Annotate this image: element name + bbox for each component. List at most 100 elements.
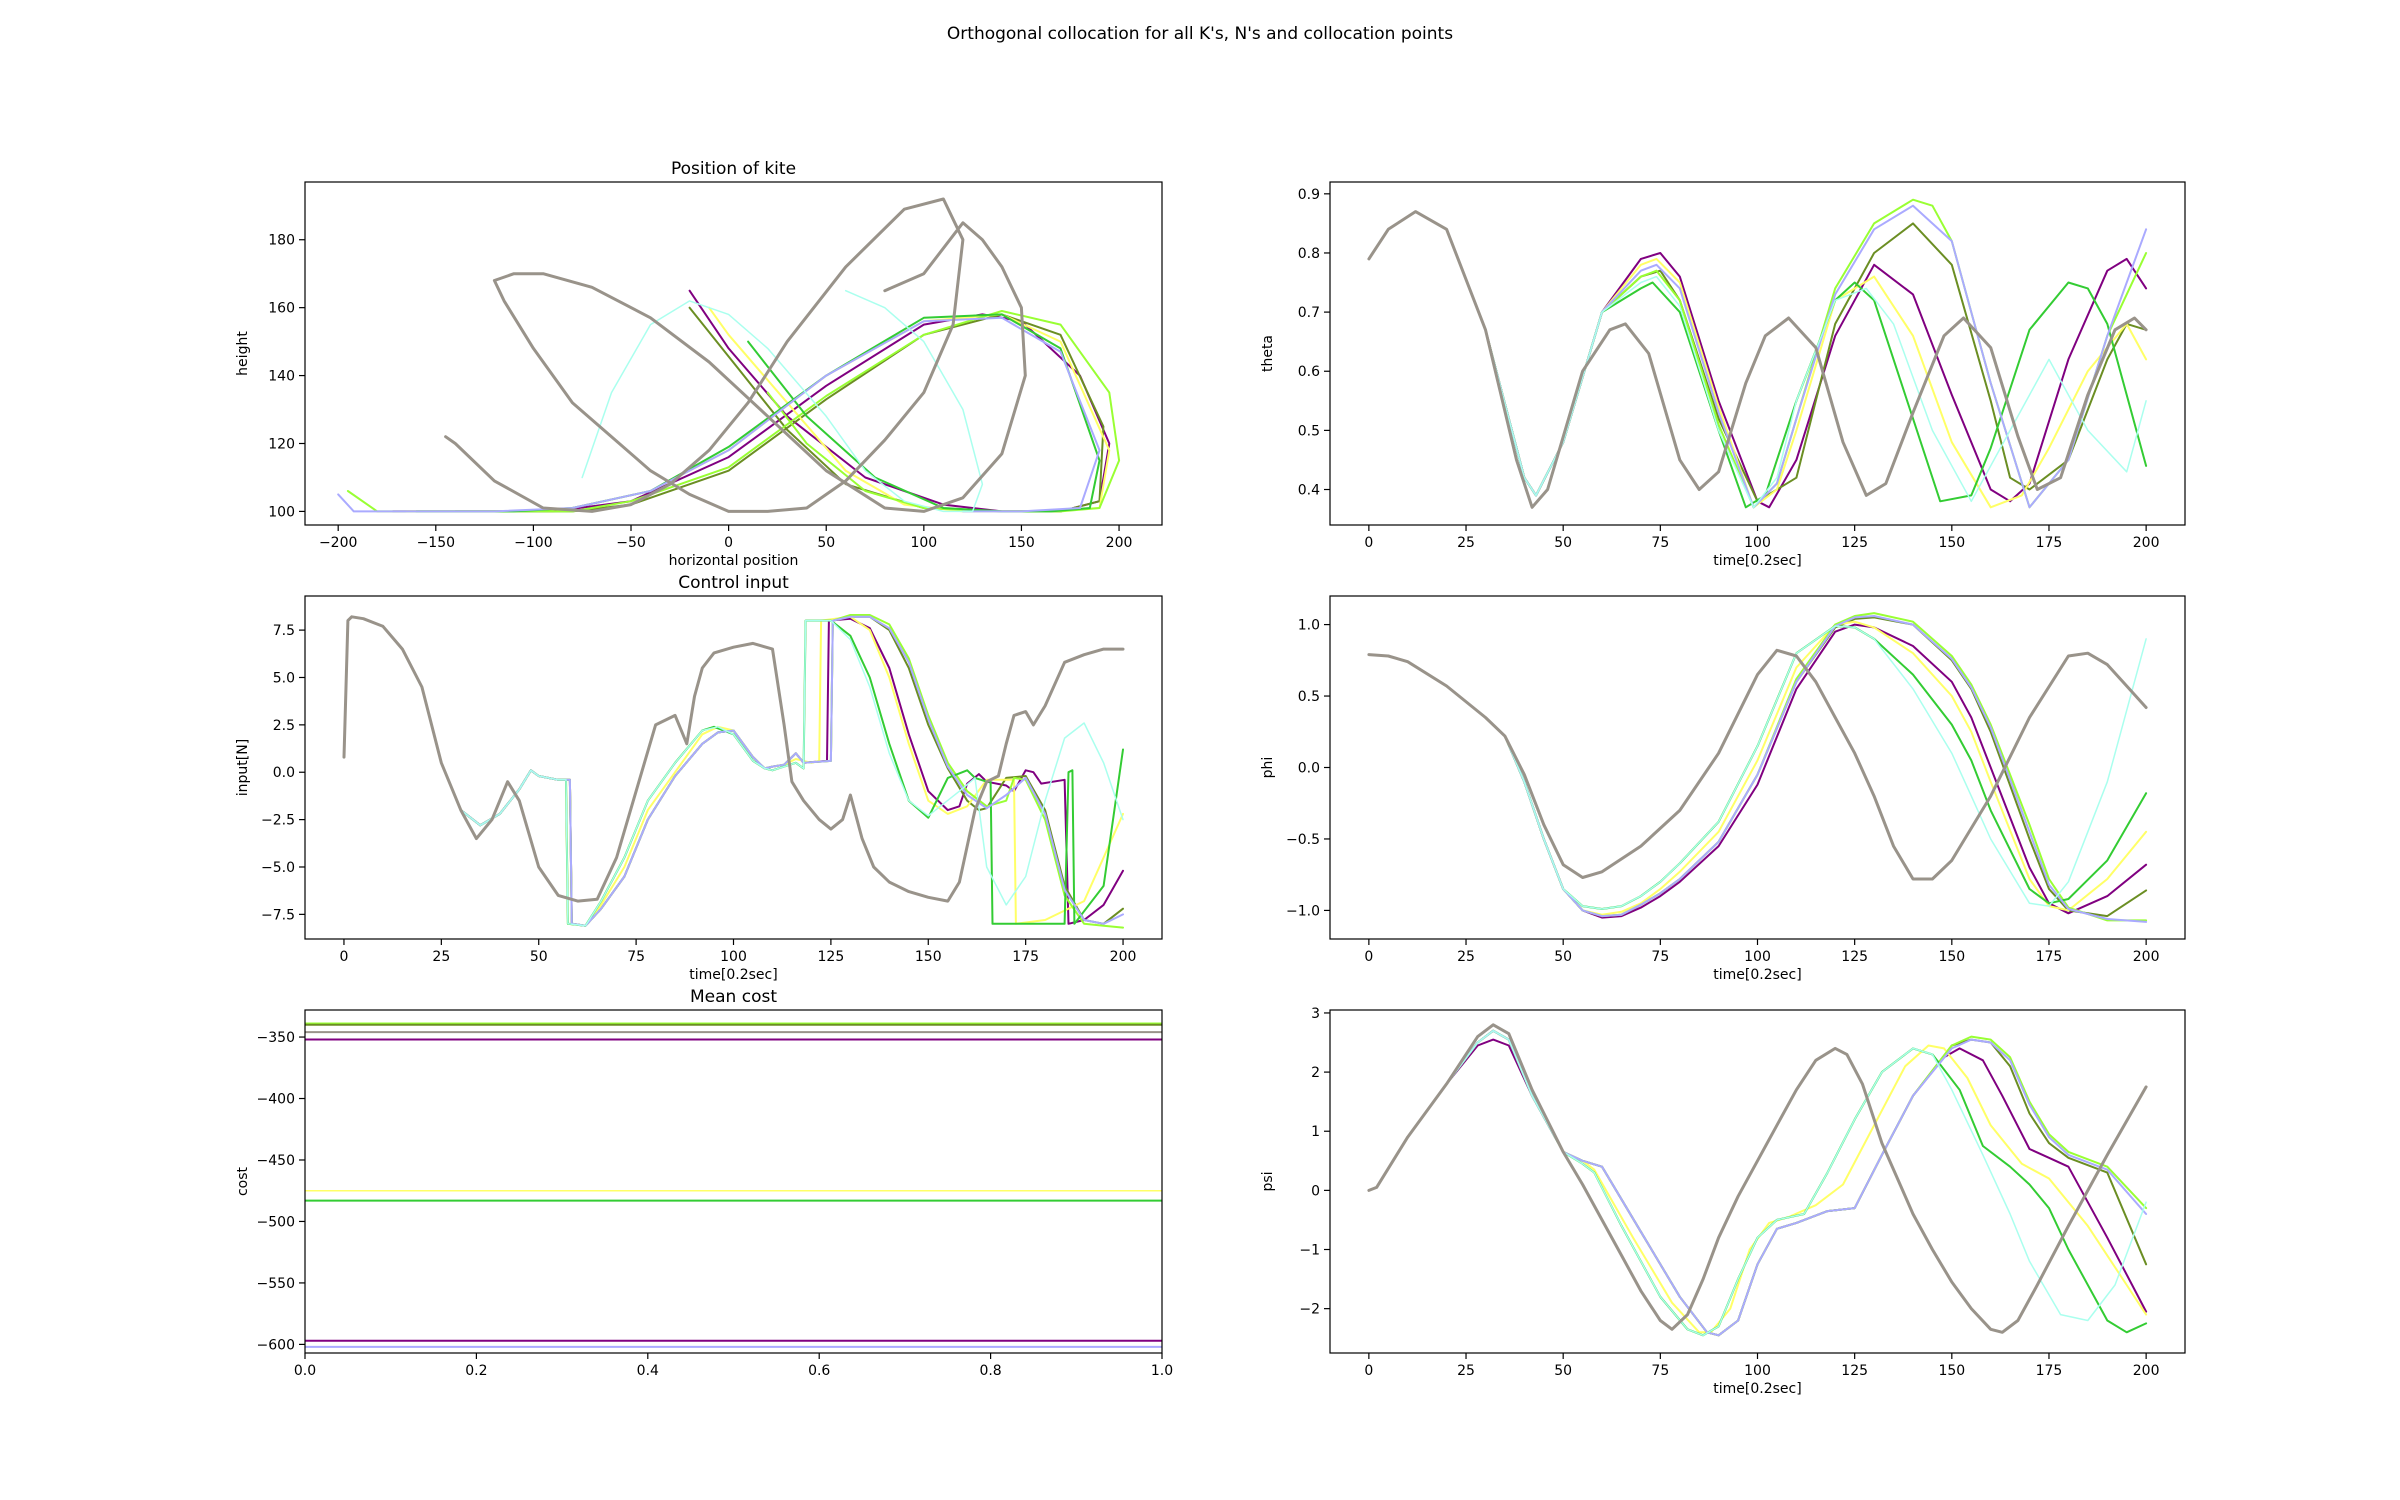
series-line-psi-1 (1367, 1038, 2148, 1337)
series-line-phi-1 (1367, 623, 2148, 919)
y-axis-label: cost (235, 1166, 251, 1196)
y-tick-label: 2.5 (273, 718, 295, 734)
series-line-theta-3 (1367, 210, 2148, 509)
series-line-theta-7 (1368, 210, 2147, 509)
x-tick-label: 150 (1938, 1363, 1965, 1379)
x-tick-label: 100 (1744, 949, 1771, 965)
x-tick-label: 175 (2036, 535, 2063, 551)
x-tick-label: 0.4 (637, 1363, 659, 1379)
series-group (1367, 198, 2148, 509)
y-tick-label: 0.5 (1298, 423, 1320, 439)
series-line-phi-2 (1367, 616, 2148, 918)
series-line-input-7 (343, 616, 1124, 927)
y-tick-label: −1.0 (1286, 903, 1320, 919)
subplot-psi: 0 25 50 75 100 125 150 175 200 −2 −1 0 1 2 3 time[0.2se… (1260, 1006, 2186, 1397)
y-tick-label: −0.5 (1286, 832, 1320, 848)
y-tick-label: −550 (257, 1276, 295, 1292)
series-group (342, 614, 1125, 929)
y-tick-label: 0.0 (273, 765, 295, 781)
x-tick-label: 125 (1841, 535, 1868, 551)
subplot-cost: 0.0 0.2 0.4 0.6 0.8 1.0 −350 −400 −450 −500 −550 −6… (235, 987, 1173, 1379)
subplot-input: 0 25 50 75 100 125 150 175 200 −7.5 −5.0 −2.5 0.0 2.5… (235, 573, 1163, 983)
x-axis-label: time[0.2sec] (1713, 1381, 1801, 1397)
y-tick-label: −1 (1299, 1243, 1320, 1259)
y-tick-label: 0.5 (1298, 689, 1320, 705)
series-line-theta-8 (1367, 210, 2148, 509)
x-tick-label: 25 (1457, 1363, 1475, 1379)
x-tick-label: 150 (915, 949, 942, 965)
x-tick-label: 50 (1554, 949, 1572, 965)
series-line-phi-8 (1367, 648, 2148, 881)
subplot-position: −200 −150 −100 −50 0 50 100 150 200 100 120 140 160 1… (235, 159, 1163, 569)
x-tick-label: −150 (417, 535, 455, 551)
x-tick-label: 75 (1651, 535, 1669, 551)
y-tick-label: 1 (1311, 1124, 1320, 1140)
series-line-phi-6 (1367, 615, 2148, 923)
series-group (1367, 1023, 2148, 1337)
x-tick-label: 175 (1012, 949, 1039, 965)
series-line-input-4 (343, 614, 1124, 929)
x-tick-label: 100 (720, 949, 747, 965)
y-tick-label: 0 (1311, 1183, 1320, 1199)
series-line-psi-3 (1367, 1029, 2148, 1334)
x-tick-label: 1.0 (1151, 1363, 1173, 1379)
x-tick-label: 175 (2036, 1363, 2063, 1379)
x-tick-label: 100 (1744, 535, 1771, 551)
series-line-input-2 (343, 615, 1124, 927)
series-group (337, 197, 1121, 513)
series-line-input-3 (343, 615, 1124, 927)
x-tick-label: 125 (818, 949, 845, 965)
plot-frame (1329, 595, 2186, 940)
y-axis-label: phi (1260, 757, 1276, 779)
y-tick-label: 120 (268, 436, 295, 452)
y-tick-label: 1.0 (1298, 618, 1320, 634)
x-axis-label: horizontal position (669, 553, 799, 569)
x-tick-label: 0 (724, 535, 733, 551)
x-axis-label: time[0.2sec] (689, 967, 777, 983)
y-axis-label: input[N] (235, 739, 251, 796)
y-tick-label: 0.8 (1298, 246, 1320, 262)
x-axis-label: time[0.2sec] (1713, 967, 1801, 983)
x-tick-label: 100 (1744, 1363, 1771, 1379)
x-tick-label: 0 (339, 949, 348, 965)
x-tick-label: 25 (432, 949, 450, 965)
x-tick-label: 50 (530, 949, 548, 965)
series-line-input-6 (343, 615, 1124, 927)
series-line-psi-6 (1367, 1029, 2148, 1337)
series-line-psi-5 (1367, 1029, 2148, 1337)
series-line-input-1 (343, 615, 1124, 927)
x-tick-label: 0.6 (808, 1363, 830, 1379)
series-line-position-5 (415, 313, 1101, 513)
x-tick-label: 75 (1651, 949, 1669, 965)
series-group (1367, 612, 2148, 923)
y-tick-label: −400 (257, 1092, 295, 1108)
series-line-psi-8 (1367, 1023, 2148, 1334)
x-tick-label: 150 (1008, 535, 1035, 551)
x-tick-label: −50 (616, 535, 646, 551)
x-tick-label: −100 (514, 535, 552, 551)
x-tick-label: 125 (1841, 949, 1868, 965)
x-tick-label: 150 (1938, 535, 1965, 551)
x-tick-label: 0 (1364, 949, 1373, 965)
y-tick-label: −450 (257, 1153, 295, 1169)
series-line-input-5 (343, 615, 1124, 927)
y-tick-label: −500 (257, 1214, 295, 1230)
x-tick-label: 200 (1110, 949, 1137, 965)
series-line-psi-2 (1367, 1029, 2148, 1337)
x-tick-label: 0.0 (294, 1363, 316, 1379)
series-line-position-3 (405, 306, 1111, 513)
y-tick-label: −2 (1299, 1302, 1320, 1318)
y-axis-label: height (235, 331, 251, 376)
y-tick-label: 0.6 (1298, 364, 1320, 380)
series-line-theta-1 (1367, 210, 2148, 509)
plot-frame (1329, 1009, 2186, 1354)
x-tick-label: 25 (1457, 535, 1475, 551)
y-axis-label: theta (1260, 335, 1276, 372)
figure-title: Orthogonal collocation for all K's, N's … (946, 24, 1454, 44)
series-line-input-8 (342, 615, 1125, 903)
x-tick-label: 50 (817, 535, 835, 551)
y-tick-label: 180 (268, 233, 295, 249)
y-tick-label: 100 (268, 504, 295, 520)
y-tick-label: 0.4 (1298, 483, 1320, 499)
